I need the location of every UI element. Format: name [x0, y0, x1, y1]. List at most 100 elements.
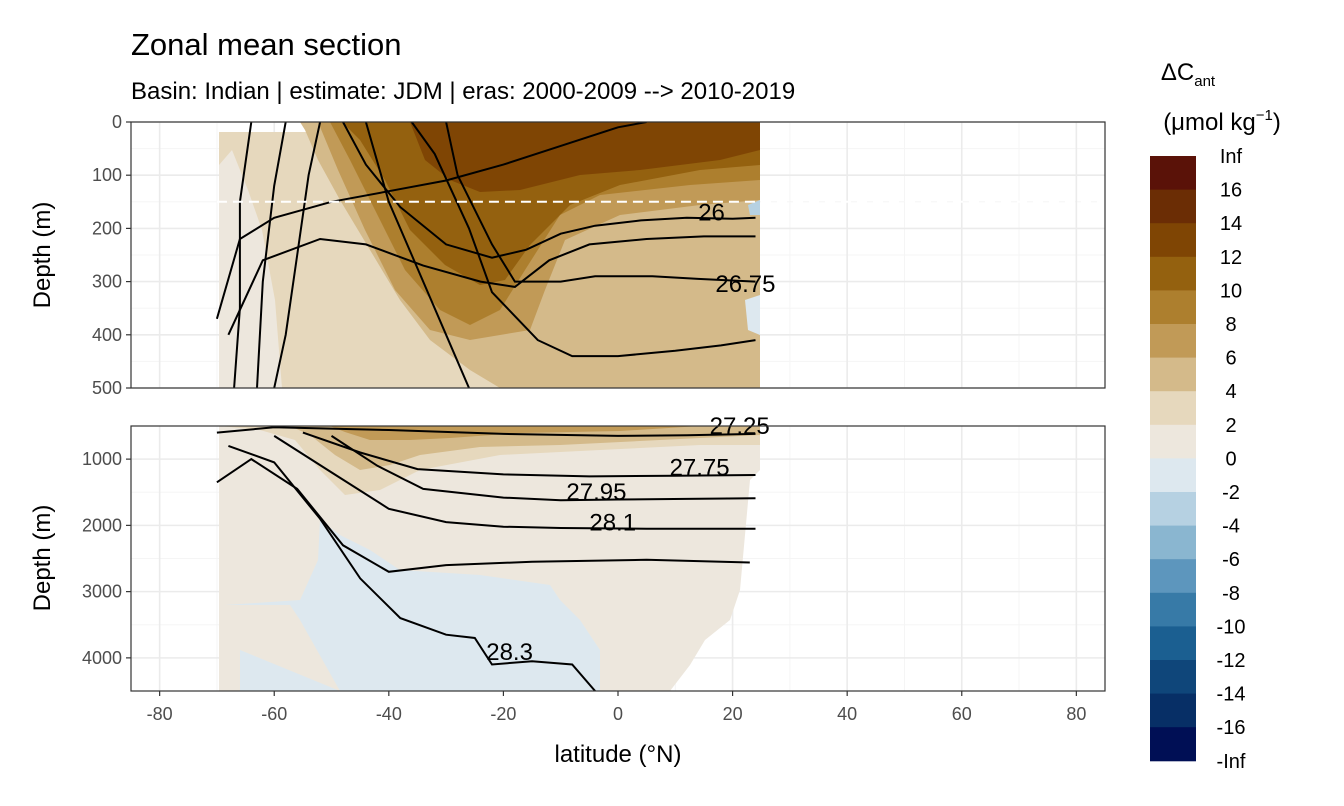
isopycnal-label: 26 [698, 199, 725, 226]
isopycnal-label: 27.75 [670, 455, 730, 482]
y-tick-label: 200 [92, 218, 122, 238]
legend-break-label: 0 [1225, 448, 1236, 470]
chart-subtitle: Basin: Indian | estimate: JDM | eras: 20… [131, 78, 795, 105]
x-tick-label: -20 [490, 704, 516, 724]
legend-color-key [1150, 727, 1196, 762]
legend-unit-sup: −1 [1256, 107, 1273, 124]
legend-color-key [1150, 559, 1196, 594]
legend-break-label: 4 [1225, 381, 1236, 403]
lower-band-6-8 [330, 426, 700, 440]
legend-break-label: -2 [1222, 482, 1240, 504]
legend-title-main: ΔC [1161, 59, 1194, 86]
isopycnal-line-10 [302, 431, 756, 478]
upper-band-cold [745, 295, 760, 335]
upper-y-axis-title: Depth (m) [29, 202, 56, 309]
y-tick-label: 2000 [82, 515, 122, 535]
isopycnal-label: 28.1 [589, 510, 636, 537]
legend-break-label: 16 [1220, 180, 1242, 202]
legend-break-label: 10 [1220, 280, 1242, 302]
legend-color-key [1150, 391, 1196, 426]
isopycnal-line-9 [216, 426, 756, 437]
isopycnal-line-5 [445, 122, 756, 283]
x-tick-label: -80 [147, 704, 173, 724]
upper-panel-border [130, 121, 1106, 389]
legend-unit-suffix: ) [1273, 109, 1281, 136]
upper-y-axis: 0 100 200 300 400 500 [92, 112, 131, 398]
legend-color-key [1150, 525, 1196, 560]
legend-color-key [1150, 693, 1196, 728]
legend-color-key [1150, 660, 1196, 695]
chart-title: Zonal mean section [131, 27, 402, 62]
x-tick-label: 0 [613, 704, 623, 724]
upper-panel: 26 26.75 0 100 200 300 400 500 Depth (m) [29, 112, 1106, 398]
isopycnal-label: 27.95 [566, 479, 626, 506]
legend-color-key [1150, 492, 1196, 527]
isopycnal-line-7 [256, 122, 287, 388]
isopycnal-line-6 [273, 122, 322, 388]
legend-break-labels: Inf 16 14 12 10 8 6 4 2 0 -2 -4 -6 -8 -10 -12 -14 -16 -Inf [1217, 146, 1246, 773]
x-tick-label: 60 [952, 704, 972, 724]
color-legend: ΔCant (μmol kg−1) Inf 16 14 12 10 8 6 4 2 0 -2 -4 -6… [1150, 59, 1281, 773]
isopycnal-line-2 [342, 122, 756, 259]
x-axis: -80 -60 -40 -20 0 20 40 60 80 [147, 691, 1086, 724]
y-tick-label: 100 [92, 165, 122, 185]
legend-color-key [1150, 223, 1196, 258]
legend-unit: (μmol kg−1) [1163, 107, 1281, 136]
y-tick-label: 300 [92, 272, 122, 292]
legend-break-label: -10 [1217, 616, 1246, 638]
legend-color-key [1150, 626, 1196, 661]
y-tick-label: 4000 [82, 648, 122, 668]
x-axis-title: latitude (°N) [555, 741, 682, 768]
x-tick-label: 80 [1066, 704, 1086, 724]
isopycnal-line-1 [227, 235, 756, 336]
legend-break-label: 14 [1220, 213, 1242, 235]
x-tick-label: -40 [376, 704, 402, 724]
legend-break-label: -4 [1222, 516, 1240, 538]
legend-color-key [1150, 592, 1196, 627]
upper-isopycnals [215, 122, 756, 388]
legend-break-label: -6 [1222, 549, 1240, 571]
legend-break-label: -8 [1222, 583, 1240, 605]
legend-break-label: 12 [1220, 247, 1242, 269]
y-tick-label: 400 [92, 325, 122, 345]
x-tick-label: 40 [837, 704, 857, 724]
legend-break-label: 6 [1225, 348, 1236, 370]
isopycnal-label: 28.3 [486, 639, 533, 666]
legend-color-key [1150, 256, 1196, 291]
legend-break-label: -14 [1217, 684, 1246, 706]
legend-break-label: -16 [1217, 717, 1246, 739]
y-tick-label: 3000 [82, 582, 122, 602]
legend-color-key [1150, 458, 1196, 493]
lower-band-cold [225, 520, 600, 691]
lower-y-axis: 1000 2000 3000 4000 [82, 449, 131, 668]
legend-color-key [1150, 324, 1196, 359]
upper-band-neg [748, 200, 760, 215]
legend-color-key [1150, 189, 1196, 224]
isopycnal-line-12 [273, 435, 756, 530]
legend-color-key [1150, 424, 1196, 459]
legend-title: ΔCant [1161, 59, 1216, 90]
lower-y-axis-title: Depth (m) [29, 505, 56, 612]
isopycnal-line-13 [216, 457, 750, 573]
legend-break-label: 2 [1225, 415, 1236, 437]
legend-color-keys [1150, 156, 1196, 762]
legend-title-sub: ant [1194, 73, 1216, 90]
isopycnal-line-3 [410, 122, 756, 358]
upper-band-12-14 [410, 122, 760, 192]
x-tick-label: -60 [261, 704, 287, 724]
isopycnal-line-0 [215, 122, 647, 320]
isopycnal-label: 26.75 [715, 271, 775, 298]
legend-break-label: Inf [1220, 146, 1243, 168]
isopycnal-line-11 [330, 435, 756, 502]
legend-color-key [1150, 290, 1196, 325]
legend-break-label: 8 [1225, 314, 1236, 336]
y-tick-label: 500 [92, 378, 122, 398]
legend-break-label: -Inf [1217, 751, 1246, 773]
y-tick-label: 1000 [82, 449, 122, 469]
isopycnal-line-8 [233, 122, 253, 388]
isopycnal-line-14 [228, 444, 596, 691]
legend-unit-prefix: (μmol kg [1163, 109, 1256, 136]
x-tick-label: 20 [723, 704, 743, 724]
